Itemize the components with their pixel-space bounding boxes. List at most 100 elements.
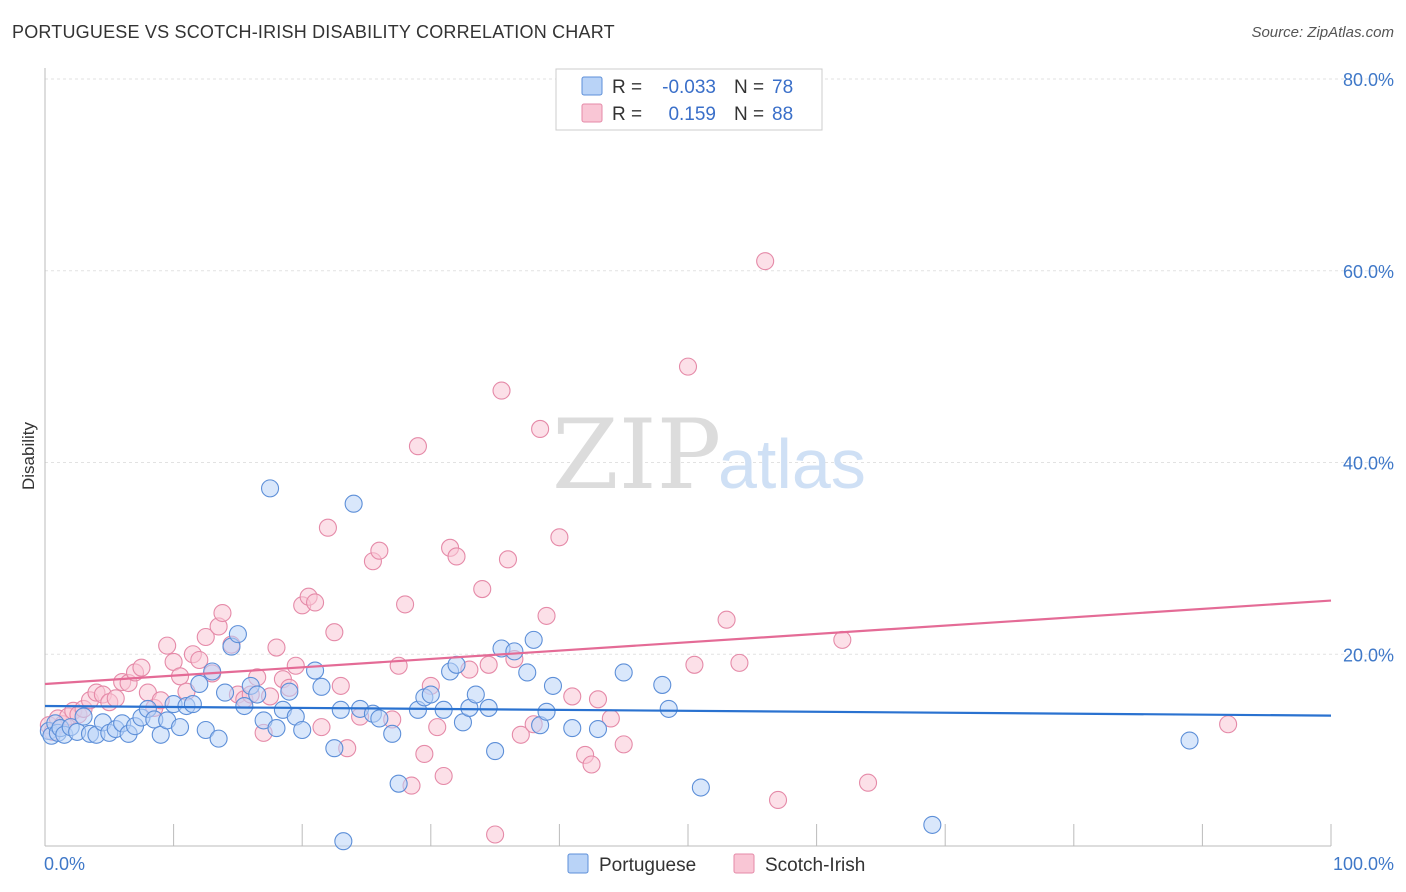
x-tick-label-min: 0.0%: [44, 854, 85, 874]
scotch-irish-point-56: [408, 437, 427, 456]
y-tick-label-20: 20.0%: [1343, 645, 1394, 665]
scotch-irish-point-82: [685, 655, 704, 674]
scotch-irish-point-59: [428, 718, 447, 737]
portuguese-point-73: [588, 719, 608, 739]
scotch-irish-point-37: [267, 638, 286, 657]
portuguese-point-45: [325, 739, 344, 758]
portuguese-point-66: [505, 642, 524, 661]
legend-box: R = -0.033 N = 78 R = 0.159 N = 88: [555, 68, 823, 131]
bottom-legend-label-scotch-irish: Scotch-Irish: [765, 855, 865, 876]
scotch-irish-point-72: [531, 419, 550, 438]
scotch-irish-point-85: [756, 252, 775, 271]
x-tick-label-max: 100.0%: [1333, 854, 1394, 874]
legend-r-label-1: R =: [612, 77, 642, 98]
portuguese-point-59: [447, 655, 466, 674]
portuguese-point-63: [479, 698, 498, 717]
portuguese-point-43: [306, 661, 325, 680]
y-tick-label-40: 40.0%: [1343, 454, 1394, 474]
scotch-irish-point-68: [498, 550, 518, 569]
y-tick-label-80: 80.0%: [1343, 70, 1394, 90]
scotch-irish-point-44: [312, 718, 331, 737]
portuguese-points: [39, 479, 1199, 851]
scotch-irish-point-54: [396, 595, 415, 614]
legend-n-label-2: N =: [734, 104, 764, 125]
bottom-legend-swatch-portuguese: [567, 853, 589, 874]
portuguese-point-68: [524, 630, 543, 649]
legend-r-value-2: 0.159: [668, 104, 716, 125]
portuguese-point-38: [267, 719, 286, 738]
portuguese-point-44: [312, 677, 331, 696]
legend-r-label-2: R =: [612, 104, 642, 125]
scotch-irish-point-66: [486, 825, 505, 844]
portuguese-point-52: [383, 724, 402, 743]
portuguese-point-37: [260, 479, 280, 498]
legend-n-label-1: N =: [734, 77, 764, 98]
scotch-irish-point-40: [286, 656, 305, 675]
scotch-irish-point-84: [730, 653, 749, 672]
scotch-irish-point-29: [213, 603, 232, 623]
scotch-irish-point-67: [492, 381, 511, 400]
portuguese-point-79: [1180, 731, 1199, 750]
grid-lines: [45, 78, 1394, 655]
scotch-irish-point-57: [415, 744, 434, 764]
scotch-irish-point-45: [318, 518, 337, 537]
bottom-legend-swatch-scotch-irish: [733, 853, 755, 874]
scotch-irish-point-83: [717, 610, 736, 629]
portuguese-point-32: [228, 625, 247, 644]
legend-swatch-portuguese: [581, 76, 603, 96]
portuguese-point-64: [486, 742, 505, 761]
portuguese-point-23: [170, 718, 190, 737]
scotch-irish-point-20: [158, 636, 177, 655]
portuguese-point-71: [543, 676, 563, 695]
portuguese-point-47: [334, 832, 353, 851]
portuguese-point-78: [923, 815, 942, 834]
scotch-irish-point-73: [537, 606, 556, 625]
scotch-irish-point-51: [370, 541, 389, 560]
legend-r-value-1: -0.033: [662, 77, 716, 98]
portuguese-point-26: [190, 674, 209, 694]
portuguese-point-67: [518, 663, 537, 682]
watermark-atlas: atlas: [718, 425, 866, 503]
scotch-irish-point-81: [678, 357, 698, 376]
portuguese-point-29: [209, 729, 228, 748]
y-axis-tick-labels: 20.0% 40.0% 60.0% 80.0%: [1343, 70, 1394, 665]
portuguese-point-28: [203, 662, 222, 681]
chart-title: PORTUGUESE VS SCOTCH-IRISH DISABILITY CO…: [12, 22, 615, 42]
scotch-irish-point-65: [479, 655, 498, 674]
scotch-irish-point-89: [1219, 715, 1238, 734]
scotch-irish-point-62: [447, 547, 466, 566]
portuguese-point-33: [235, 696, 254, 716]
scotch-irish-point-86: [768, 790, 788, 810]
y-tick-label-60: 60.0%: [1343, 262, 1394, 282]
scotch-irish-point-77: [582, 755, 601, 774]
scotch-irish-point-64: [473, 580, 492, 599]
bottom-legend: Portuguese Scotch-Irish: [567, 853, 865, 876]
portuguese-point-53: [389, 774, 408, 793]
watermark-zip: ZIP: [552, 399, 721, 511]
portuguese-point-56: [421, 685, 440, 704]
portuguese-point-74: [614, 663, 633, 682]
scotch-irish-point-75: [563, 687, 582, 706]
y-axis-title: Disability: [19, 421, 38, 490]
portuguese-point-76: [659, 699, 678, 718]
scotch-irish-trend-line: [44, 599, 1332, 686]
source-label: Source: ZipAtlas.com: [1251, 24, 1394, 41]
portuguese-point-75: [653, 675, 672, 694]
scotch-irish-point-25: [190, 650, 209, 670]
portuguese-point-30: [215, 683, 235, 702]
scotch-irish-point-12: [106, 689, 125, 708]
portuguese-point-48: [344, 494, 363, 513]
portuguese-point-70: [537, 702, 556, 721]
scotch-irish-point-78: [588, 690, 608, 709]
x-axis-ticks: [44, 824, 1332, 846]
portuguese-point-51: [370, 709, 389, 728]
portuguese-point-46: [331, 700, 350, 719]
scotch-irish-point-47: [331, 676, 350, 695]
portuguese-point-25: [183, 695, 202, 714]
scotch-irish-point-87: [833, 630, 852, 649]
bottom-legend-label-portuguese: Portuguese: [599, 855, 696, 876]
watermark: ZIP atlas: [552, 399, 866, 511]
portuguese-point-72: [563, 719, 582, 738]
scotch-irish-point-70: [511, 725, 530, 744]
